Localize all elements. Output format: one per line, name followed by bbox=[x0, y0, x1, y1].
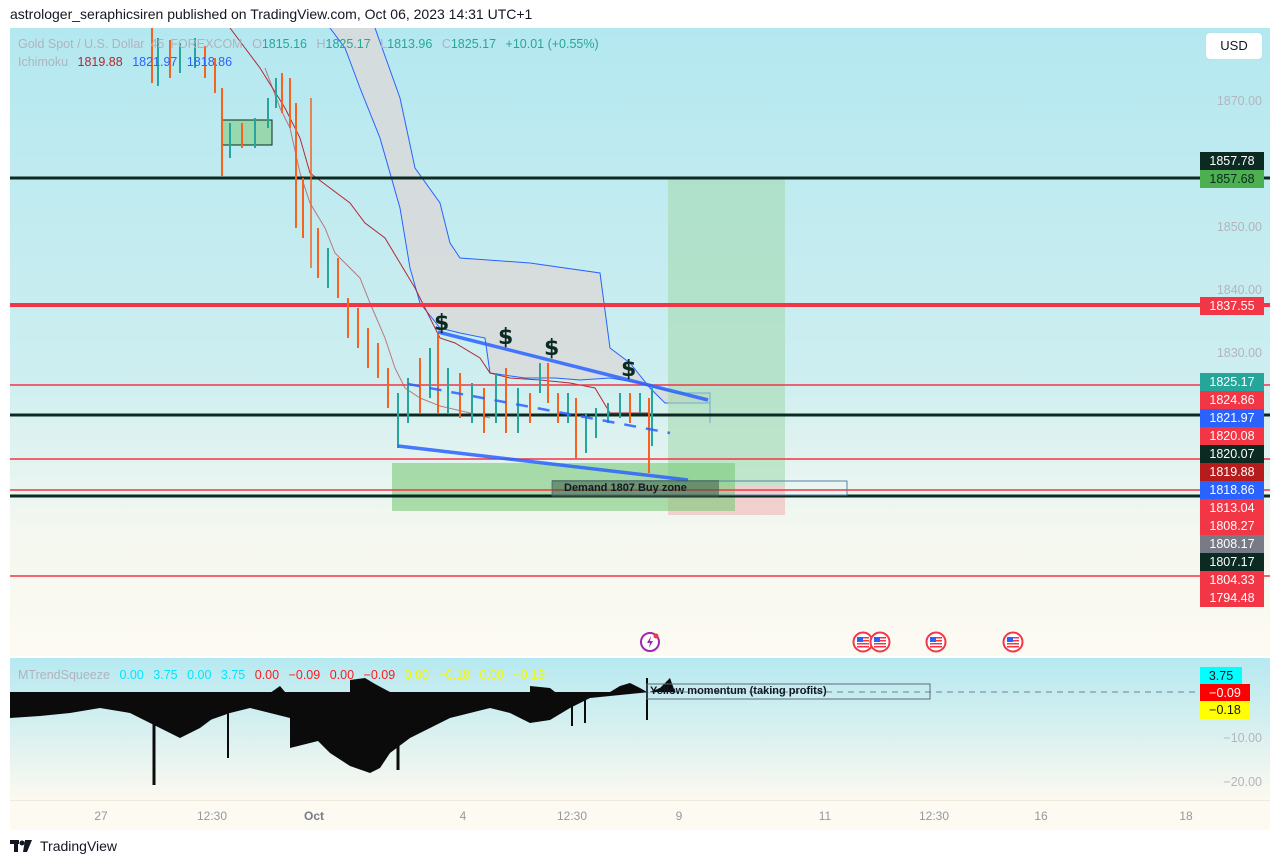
time-tick: 12:30 bbox=[556, 809, 588, 823]
time-tick: 12:30 bbox=[918, 809, 950, 823]
high-label: H bbox=[316, 37, 326, 51]
demand-zone-label[interactable]: Demand 1807 Buy zone bbox=[552, 480, 719, 497]
price-chart-pane[interactable]: $ $ $ $ Gold Spot / U.S. Dollar 45 FOREXCO… bbox=[10, 28, 1270, 656]
time-tick: Oct bbox=[303, 809, 325, 823]
ichimoku-value-2: 1821.97 bbox=[132, 55, 178, 69]
indicator-canvas[interactable] bbox=[10, 658, 1270, 800]
low-label: L bbox=[380, 37, 388, 51]
price-tag: 1813.04 bbox=[1200, 499, 1264, 517]
price-axis-label: 1870.00 bbox=[1216, 94, 1262, 108]
price-tag: 1819.88 bbox=[1200, 463, 1264, 481]
symbol-name: Gold Spot / U.S. Dollar bbox=[18, 37, 145, 51]
indicator-value: −0.18 bbox=[513, 668, 546, 682]
indicator-tag: −0.18 bbox=[1200, 701, 1250, 719]
close-label: C bbox=[441, 37, 451, 51]
tradingview-brand: TradingView bbox=[40, 838, 118, 854]
indicator-value: 0.00 bbox=[404, 668, 429, 682]
symbol-interval: 45 bbox=[150, 37, 165, 51]
price-tag: 1804.33 bbox=[1200, 571, 1264, 589]
price-tag: 1857.68 bbox=[1200, 170, 1264, 188]
time-tick: 18 bbox=[1179, 809, 1193, 823]
momentum-note[interactable]: Yellow momentum (taking profits) bbox=[650, 685, 827, 697]
indicator-value: −0.09 bbox=[288, 668, 321, 682]
indicator-axis-label: −20.00 bbox=[1223, 775, 1262, 789]
candles bbox=[151, 28, 653, 473]
indicator-axis-label: −10.00 bbox=[1223, 731, 1262, 745]
price-tag: 1808.27 bbox=[1200, 517, 1264, 535]
price-tag: 1825.17 bbox=[1200, 373, 1264, 391]
open-value: 1815.16 bbox=[261, 37, 307, 51]
currency-button[interactable]: USD bbox=[1206, 33, 1262, 59]
price-tag: 1837.55 bbox=[1200, 297, 1264, 315]
dollar-marker-4: $ bbox=[621, 357, 636, 382]
publisher-header: astrologer_seraphicsiren published on Tr… bbox=[10, 6, 533, 22]
time-axis[interactable]: 27 12:30 Oct 4 12:30 9 11 12:30 16 18 bbox=[10, 800, 1270, 830]
price-axis-label: 1850.00 bbox=[1216, 220, 1262, 234]
price-axis-label: 1830.00 bbox=[1216, 346, 1262, 360]
dollar-marker-2: $ bbox=[498, 325, 513, 350]
time-tick: 4 bbox=[459, 809, 467, 823]
ichimoku-value-3: 1818.86 bbox=[186, 55, 233, 69]
price-tag: 1820.08 bbox=[1200, 427, 1264, 445]
price-tag: 1794.48 bbox=[1200, 589, 1264, 607]
price-tag: 1818.86 bbox=[1200, 481, 1264, 499]
open-label: O bbox=[252, 37, 262, 51]
indicator-value: −0.09 bbox=[363, 668, 396, 682]
dollar-marker-3: $ bbox=[544, 336, 559, 361]
indicator-value: 0.00 bbox=[254, 668, 280, 682]
indicator-value: 0.00 bbox=[479, 668, 504, 682]
time-tick: 11 bbox=[818, 809, 832, 823]
symbol-exchange: FOREXCOM bbox=[170, 37, 243, 51]
indicator-name: MTrendSqueeze bbox=[18, 668, 110, 682]
ichimoku-legend[interactable]: Ichimoku 1819.88 1821.97 1818.86 bbox=[18, 55, 238, 69]
close-value: 1825.17 bbox=[450, 37, 497, 51]
tradingview-logo[interactable]: TradingView bbox=[10, 838, 117, 854]
ichimoku-name: Ichimoku bbox=[18, 55, 69, 69]
change-value: +10.01 (+0.55%) bbox=[505, 37, 599, 51]
price-tag: 1820.07 bbox=[1200, 445, 1264, 463]
indicator-value: −0.18 bbox=[438, 668, 471, 682]
high-value: 1825.17 bbox=[325, 37, 371, 51]
earnings-flash-icon[interactable] bbox=[639, 631, 661, 653]
events-row bbox=[10, 631, 1270, 656]
indicator-value: 0.00 bbox=[329, 668, 355, 682]
time-tick: 12:30 bbox=[196, 809, 228, 823]
price-chart-canvas[interactable]: $ $ $ $ bbox=[10, 28, 1270, 656]
us-flag-icon[interactable] bbox=[925, 631, 947, 653]
indicator-legend[interactable]: MTrendSqueeze 0.00 3.75 0.00 3.75 0.00 −… bbox=[18, 668, 551, 682]
price-tag: 1821.97 bbox=[1200, 409, 1264, 427]
tradingview-logo-icon bbox=[10, 840, 32, 852]
price-tag: 1857.78 bbox=[1200, 152, 1264, 170]
symbol-legend[interactable]: Gold Spot / U.S. Dollar 45 FOREXCOM O1815.… bbox=[18, 37, 605, 51]
ichimoku-value-1: 1819.88 bbox=[77, 55, 123, 69]
us-flag-icon[interactable] bbox=[852, 631, 874, 653]
time-tick: 16 bbox=[1034, 809, 1048, 823]
indicator-pane[interactable]: MTrendSqueeze 0.00 3.75 0.00 3.75 0.00 −… bbox=[10, 658, 1270, 800]
indicator-tag: 3.75 bbox=[1200, 667, 1242, 685]
indicator-value: 3.75 bbox=[220, 668, 246, 682]
indicator-value: 0.00 bbox=[119, 668, 144, 682]
price-tag: 1808.17 bbox=[1200, 535, 1264, 553]
price-tag: 1824.86 bbox=[1200, 391, 1264, 409]
indicator-value: 3.75 bbox=[153, 668, 178, 682]
low-value: 1813.96 bbox=[387, 37, 433, 51]
indicator-value: 0.00 bbox=[187, 668, 212, 682]
us-flag-icon[interactable] bbox=[1002, 631, 1024, 653]
indicator-tag: −0.09 bbox=[1200, 684, 1250, 702]
time-tick: 9 bbox=[675, 809, 683, 823]
us-flag-icon[interactable] bbox=[869, 631, 891, 653]
price-axis-label: 1840.00 bbox=[1216, 283, 1262, 297]
price-tag: 1807.17 bbox=[1200, 553, 1264, 571]
time-tick: 27 bbox=[94, 809, 108, 823]
dollar-marker-1: $ bbox=[434, 311, 449, 336]
